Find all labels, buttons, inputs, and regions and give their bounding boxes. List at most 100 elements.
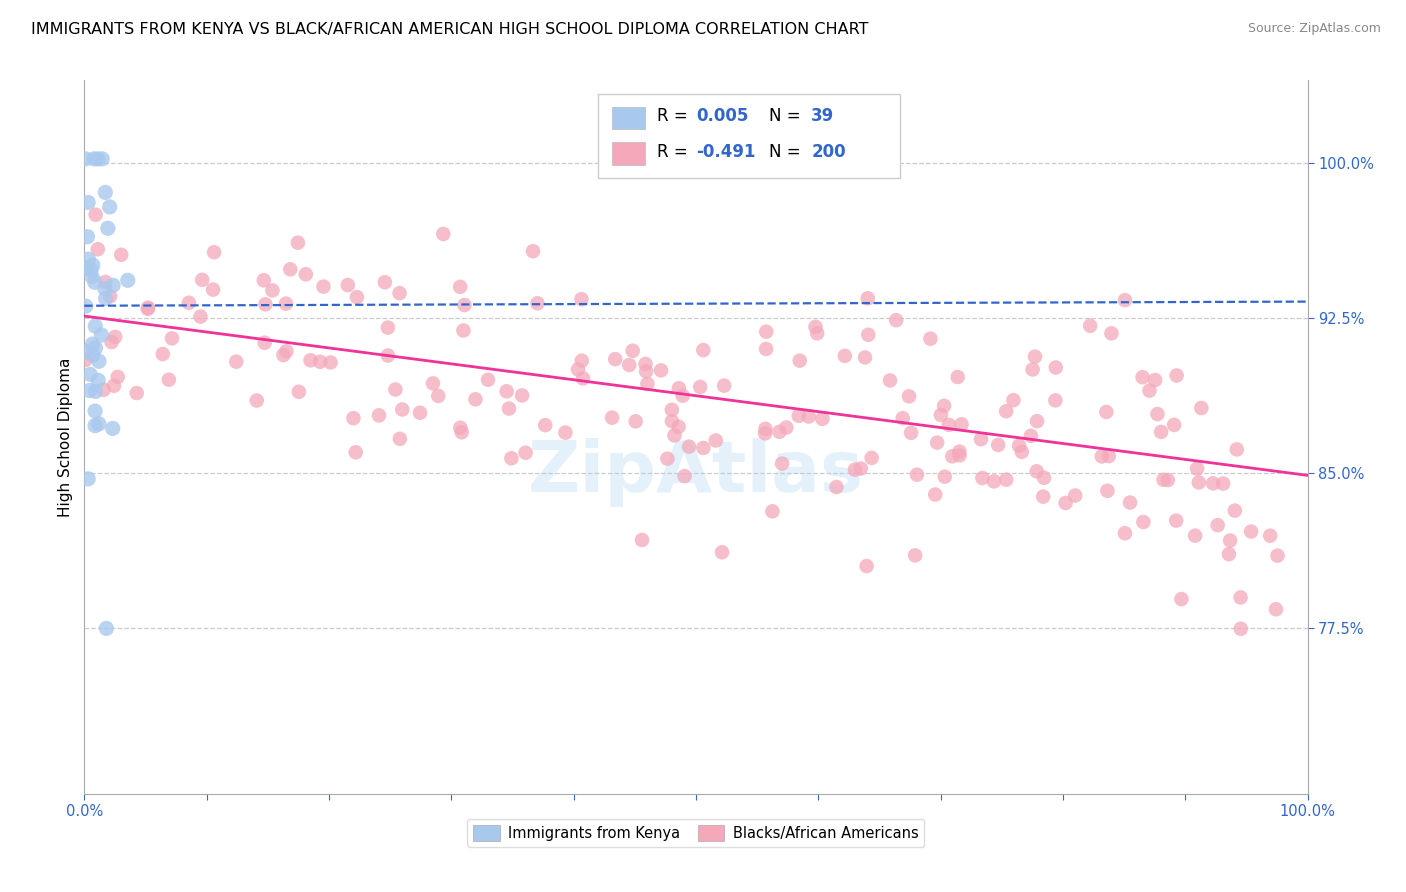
Point: [673, 469, 696, 483]
Point: [117, 273, 139, 287]
Point: [94, 275, 117, 289]
Point: [534, 418, 557, 433]
Point: [834, 349, 856, 363]
Point: [1114, 293, 1136, 308]
Point: [84, 404, 107, 418]
Point: [879, 373, 901, 387]
Text: 0.005: 0.005: [696, 107, 748, 125]
Point: [262, 284, 284, 298]
Point: [82, 258, 104, 272]
Point: [571, 292, 593, 306]
Point: [567, 362, 589, 376]
Point: [225, 354, 247, 368]
Point: [191, 273, 214, 287]
Point: [1188, 475, 1211, 490]
Point: [82, 348, 104, 362]
Point: [449, 280, 471, 294]
Point: [75, 152, 97, 166]
Point: [495, 384, 517, 399]
Point: [572, 371, 595, 385]
Point: [388, 286, 411, 301]
Point: [755, 325, 778, 339]
Point: [856, 291, 879, 305]
Point: [711, 545, 734, 559]
Point: [288, 384, 311, 399]
Point: [754, 422, 776, 436]
Point: [898, 389, 921, 403]
Point: [246, 393, 269, 408]
Point: [96, 621, 118, 635]
Point: [299, 353, 322, 368]
Point: [388, 432, 411, 446]
Text: R =: R =: [657, 107, 693, 125]
Text: N =: N =: [769, 107, 806, 125]
Point: [295, 267, 318, 281]
Point: [1011, 445, 1033, 459]
Point: [761, 504, 783, 518]
Point: [87, 417, 110, 431]
Point: [449, 421, 471, 435]
Point: [860, 450, 883, 465]
Point: [661, 414, 683, 428]
Point: [1166, 368, 1188, 383]
Point: [1157, 473, 1180, 487]
Point: [768, 425, 790, 439]
Point: [336, 278, 359, 293]
Point: [94, 186, 117, 200]
Point: [177, 295, 200, 310]
Point: [995, 404, 1018, 418]
Point: [80, 263, 103, 277]
Point: [1025, 464, 1047, 478]
Point: [346, 290, 368, 304]
Point: [938, 417, 960, 432]
Point: [668, 381, 690, 395]
Point: [605, 352, 627, 367]
Point: [79, 384, 101, 398]
Point: [84, 341, 107, 355]
Point: [94, 281, 117, 295]
Point: [90, 328, 112, 343]
Point: [522, 244, 544, 259]
Point: [432, 227, 454, 241]
Point: [501, 451, 523, 466]
Point: [1206, 518, 1229, 533]
Point: [97, 221, 120, 235]
Point: [1229, 591, 1251, 605]
Point: [631, 533, 654, 547]
Point: [1114, 526, 1136, 541]
Point: [104, 330, 127, 344]
Point: [84, 319, 107, 334]
Point: [1202, 476, 1225, 491]
Point: [84, 384, 107, 399]
Point: [934, 399, 956, 413]
Point: [107, 369, 129, 384]
Point: [1119, 495, 1142, 509]
Point: [87, 373, 110, 387]
Point: [77, 252, 100, 267]
Point: [377, 349, 399, 363]
Point: [87, 354, 110, 368]
Point: [1185, 461, 1208, 475]
Point: [384, 383, 406, 397]
Point: [84, 208, 107, 222]
Point: [811, 412, 834, 426]
Point: [87, 152, 110, 166]
Point: [849, 461, 872, 475]
Point: [1150, 425, 1173, 439]
Text: N =: N =: [769, 143, 806, 161]
Point: [190, 310, 212, 324]
Point: [1024, 350, 1046, 364]
Point: [787, 409, 810, 423]
Point: [278, 262, 301, 277]
Point: [157, 373, 180, 387]
Point: [342, 411, 364, 425]
Point: [273, 348, 295, 362]
Point: [75, 352, 97, 367]
Point: [76, 229, 98, 244]
Point: [1132, 515, 1154, 529]
Point: [409, 406, 432, 420]
Point: [498, 401, 520, 416]
Point: [160, 331, 183, 345]
Point: [1091, 450, 1114, 464]
Text: ZipAtlas: ZipAtlas: [529, 438, 863, 508]
